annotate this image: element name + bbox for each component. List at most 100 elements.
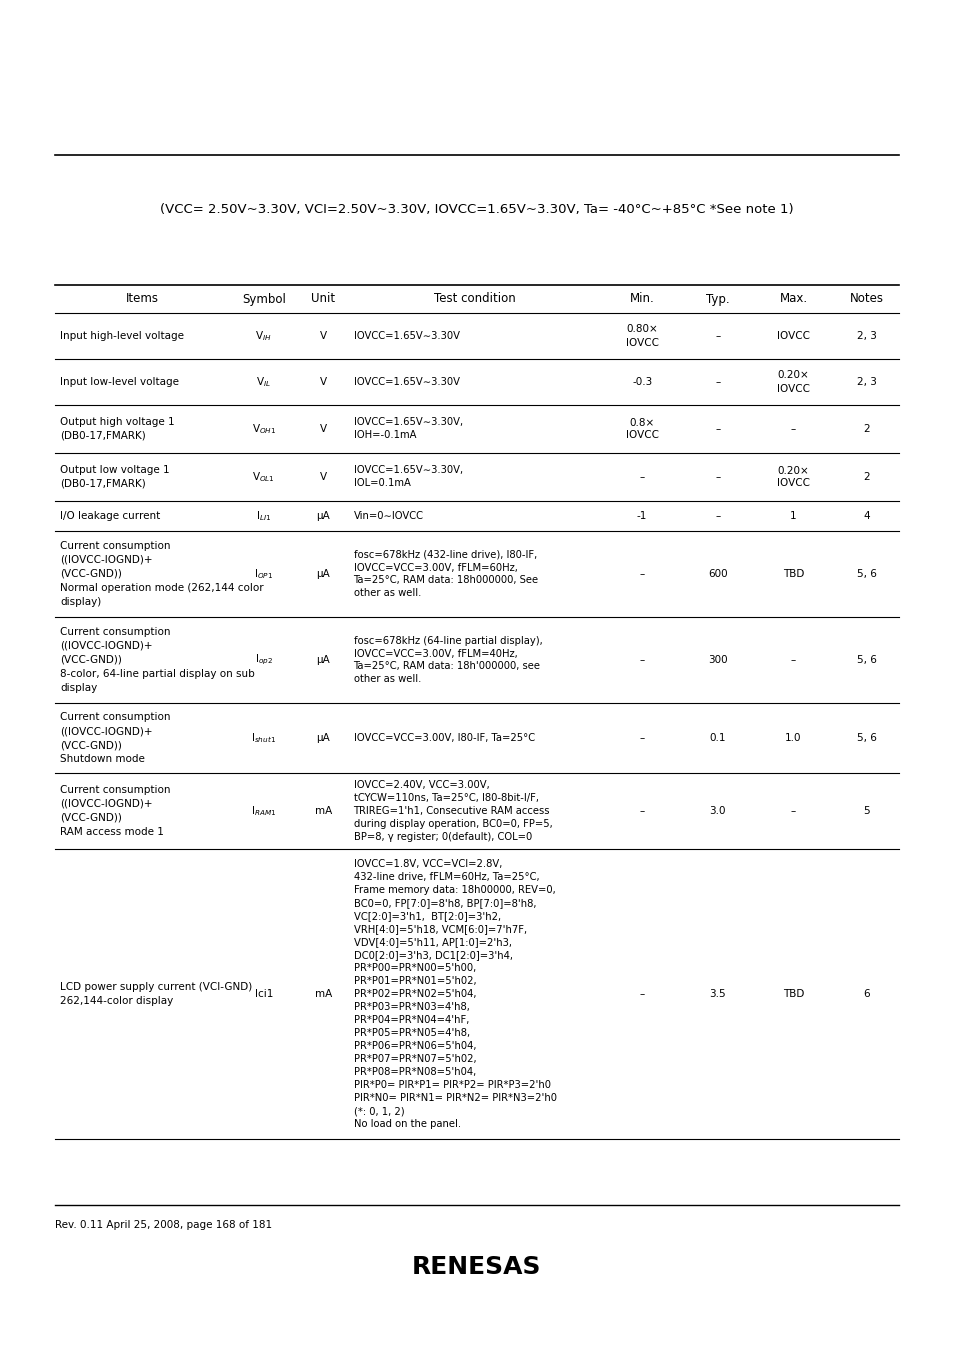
Text: Unit: Unit [311, 293, 335, 305]
Text: Output high voltage 1: Output high voltage 1 [60, 417, 174, 427]
Text: V: V [319, 424, 327, 433]
Text: 5, 6: 5, 6 [856, 733, 876, 743]
Text: 0.20×: 0.20× [777, 370, 808, 381]
Text: –: – [639, 472, 644, 482]
Text: Frame memory data: 18h00000, REV=0,: Frame memory data: 18h00000, REV=0, [354, 886, 555, 895]
Text: –: – [715, 331, 720, 342]
Text: IOVCC: IOVCC [776, 383, 809, 393]
Text: V: V [319, 472, 327, 482]
Text: DC0[2:0]=3'h3, DC1[2:0]=3'h4,: DC0[2:0]=3'h3, DC1[2:0]=3'h4, [354, 950, 512, 960]
Text: 0.1: 0.1 [709, 733, 725, 743]
Text: μA: μA [316, 733, 330, 743]
Text: 0.8×: 0.8× [629, 417, 654, 428]
Text: BC0=0, FP[7:0]=8'h8, BP[7:0]=8'h8,: BC0=0, FP[7:0]=8'h8, BP[7:0]=8'h8, [354, 898, 536, 909]
Text: –: – [639, 990, 644, 999]
Text: Notes: Notes [849, 293, 883, 305]
Text: IOL=0.1mA: IOL=0.1mA [354, 478, 410, 489]
Text: RENESAS: RENESAS [412, 1256, 541, 1278]
Text: I$_{op2}$: I$_{op2}$ [254, 653, 273, 667]
Text: Input high-level voltage: Input high-level voltage [60, 331, 184, 342]
Text: mA: mA [314, 806, 332, 815]
Text: Max.: Max. [779, 293, 807, 305]
Text: –: – [639, 655, 644, 666]
Text: –: – [639, 806, 644, 815]
Text: Vin=0∼IOVCC: Vin=0∼IOVCC [354, 512, 423, 521]
Text: Current consumption: Current consumption [60, 541, 171, 551]
Text: other as well.: other as well. [354, 589, 420, 598]
Text: 2, 3: 2, 3 [856, 331, 876, 342]
Text: 262,144-color display: 262,144-color display [60, 996, 173, 1006]
Text: PR*P06=PR*N06=5'h04,: PR*P06=PR*N06=5'h04, [354, 1041, 476, 1052]
Text: μA: μA [316, 655, 330, 666]
Text: 4: 4 [862, 512, 869, 521]
Text: Rev. 0.11 April 25, 2008, page 168 of 181: Rev. 0.11 April 25, 2008, page 168 of 18… [55, 1220, 272, 1230]
Text: –: – [715, 472, 720, 482]
Text: 2: 2 [862, 424, 869, 433]
Text: Ta=25°C, RAM data: 18h000000, See: Ta=25°C, RAM data: 18h000000, See [354, 575, 538, 586]
Text: V$_{OH1}$: V$_{OH1}$ [252, 423, 275, 436]
Text: ((IOVCC-IOGND)+: ((IOVCC-IOGND)+ [60, 641, 152, 651]
Text: PR*P03=PR*N03=4'h8,: PR*P03=PR*N03=4'h8, [354, 1002, 469, 1012]
Text: PIR*N0= PIR*N1= PIR*N2= PIR*N3=2'h0: PIR*N0= PIR*N1= PIR*N2= PIR*N3=2'h0 [354, 1094, 556, 1103]
Text: IOVCC: IOVCC [625, 431, 658, 440]
Text: Current consumption: Current consumption [60, 711, 171, 722]
Text: –: – [715, 512, 720, 521]
Text: –: – [639, 568, 644, 579]
Text: –: – [790, 424, 796, 433]
Text: 432-line drive, fFLM=60Hz, Ta=25°C,: 432-line drive, fFLM=60Hz, Ta=25°C, [354, 872, 538, 882]
Text: Shutdown mode: Shutdown mode [60, 755, 145, 764]
Text: 5, 6: 5, 6 [856, 568, 876, 579]
Text: I$_{RAM1}$: I$_{RAM1}$ [251, 805, 276, 818]
Text: ((IOVCC-IOGND)+: ((IOVCC-IOGND)+ [60, 726, 152, 736]
Text: IOVCC=1.8V, VCC=VCI=2.8V,: IOVCC=1.8V, VCC=VCI=2.8V, [354, 859, 501, 869]
Text: Current consumption: Current consumption [60, 626, 171, 637]
Text: 600: 600 [707, 568, 727, 579]
Text: Items: Items [126, 293, 158, 305]
Text: 1: 1 [789, 512, 796, 521]
Text: Output low voltage 1: Output low voltage 1 [60, 464, 170, 475]
Text: –: – [790, 655, 796, 666]
Text: 2, 3: 2, 3 [856, 377, 876, 387]
Text: PR*P02=PR*N02=5'h04,: PR*P02=PR*N02=5'h04, [354, 990, 476, 999]
Text: 3.0: 3.0 [709, 806, 725, 815]
Text: (VCC-GND)): (VCC-GND)) [60, 813, 122, 823]
Text: fosc=678kHz (64-line partial display),: fosc=678kHz (64-line partial display), [354, 636, 541, 645]
Text: Ici1: Ici1 [254, 990, 273, 999]
Text: PR*P04=PR*N04=4'hF,: PR*P04=PR*N04=4'hF, [354, 1015, 469, 1025]
Text: μA: μA [316, 512, 330, 521]
Text: 2: 2 [862, 472, 869, 482]
Text: (VCC-GND)): (VCC-GND)) [60, 568, 122, 579]
Text: 3.5: 3.5 [709, 990, 725, 999]
Text: I/O leakage current: I/O leakage current [60, 512, 160, 521]
Text: V$_{OL1}$: V$_{OL1}$ [252, 470, 274, 483]
Text: PIR*P0= PIR*P1= PIR*P2= PIR*P3=2'h0: PIR*P0= PIR*P1= PIR*P2= PIR*P3=2'h0 [354, 1080, 550, 1089]
Text: 0.20×: 0.20× [777, 466, 808, 475]
Text: fosc=678kHz (432-line drive), I80-IF,: fosc=678kHz (432-line drive), I80-IF, [354, 549, 537, 559]
Text: (DB0-17,FMARK): (DB0-17,FMARK) [60, 479, 146, 489]
Text: Symbol: Symbol [241, 293, 285, 305]
Text: Current consumption: Current consumption [60, 784, 171, 795]
Text: 300: 300 [707, 655, 727, 666]
Text: display): display) [60, 597, 101, 608]
Text: PR*P01=PR*N01=5'h02,: PR*P01=PR*N01=5'h02, [354, 976, 476, 986]
Text: Typ.: Typ. [705, 293, 729, 305]
Text: IOVCC=1.65V∼3.30V,: IOVCC=1.65V∼3.30V, [354, 417, 462, 428]
Text: 5, 6: 5, 6 [856, 655, 876, 666]
Text: 8-color, 64-line partial display on sub: 8-color, 64-line partial display on sub [60, 670, 254, 679]
Text: PR*P08=PR*N08=5'h04,: PR*P08=PR*N08=5'h04, [354, 1066, 476, 1077]
Text: IOVCC=1.65V∼3.30V,: IOVCC=1.65V∼3.30V, [354, 466, 462, 475]
Text: 5: 5 [862, 806, 869, 815]
Text: RAM access mode 1: RAM access mode 1 [60, 828, 164, 837]
Text: -0.3: -0.3 [631, 377, 652, 387]
Text: Test condition: Test condition [434, 293, 515, 305]
Text: –: – [715, 377, 720, 387]
Text: tCYCW=110ns, Ta=25°C, I80-8bit-I/F,: tCYCW=110ns, Ta=25°C, I80-8bit-I/F, [354, 792, 538, 803]
Text: Ta=25°C, RAM data: 18h'000000, see: Ta=25°C, RAM data: 18h'000000, see [354, 662, 540, 671]
Text: (VCC-GND)): (VCC-GND)) [60, 655, 122, 666]
Text: IOVCC=1.65V∼3.30V: IOVCC=1.65V∼3.30V [354, 377, 459, 387]
Text: -1: -1 [637, 512, 647, 521]
Text: No load on the panel.: No load on the panel. [354, 1119, 460, 1129]
Text: LCD power supply current (VCI-GND): LCD power supply current (VCI-GND) [60, 981, 252, 992]
Text: –: – [790, 806, 796, 815]
Text: BP=8, γ register; 0(default), COL=0: BP=8, γ register; 0(default), COL=0 [354, 832, 531, 842]
